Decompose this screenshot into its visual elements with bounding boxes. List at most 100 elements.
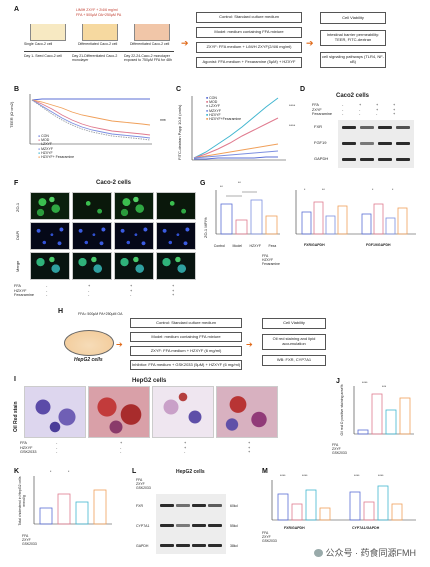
legend-item: ● HZXYF+ Fexaramine [38,155,75,160]
group-box-control: Control: Standard culture medium [196,12,302,23]
micrograph [72,222,112,250]
micrograph [156,252,196,280]
significance-marker: *** [382,385,387,389]
significance-marker: * [304,188,306,192]
legend-item: ● MOD [38,138,50,143]
western-blot-image [338,120,414,168]
teer-line-chart [29,94,152,145]
group-box-zxyf: ZXYF: FFA medium + HZXYF (6 mg/ml) [130,346,242,356]
watermark: 公众号 · 药食同源FMH [313,546,417,559]
significance-marker: **** [280,474,286,478]
panel-title: Caco-2 cells [96,180,132,186]
significance-marker: *** [160,119,166,125]
blot-title: Caco2 cells [336,93,370,99]
panel-label-a: A [14,6,20,13]
condition-row: HZXYF - - + + [14,288,175,293]
legend-item: ■ HZXYF [206,112,221,117]
output-box-oil-red: Oil red staining and lipid accumulation [262,334,326,350]
fitc-line-chart [191,96,286,161]
condition-row: FFA - + + + [14,284,175,288]
x-tick-label: Model [232,244,243,248]
condition-label: GSK2033 [136,486,151,491]
arrow-right-icon: ➔ [306,38,314,48]
output-box-viability: Cell Viability [262,318,326,329]
condition-label: Fexaramine [262,262,280,266]
significance-marker: * [68,470,70,474]
micrograph [114,192,154,220]
significance-marker: **** [302,474,308,478]
band-label-gapdh: GAPDH [314,156,329,161]
x-axis-labels: Control Model HZXYF Fexa [210,244,280,248]
significance-marker: * [372,188,374,192]
condition-row: FFA - + + + [20,441,251,445]
micrograph [114,222,154,250]
step-label-3: Differentiated Caco-2 cell [130,42,170,46]
band-label-gapdh: GAPDH [136,544,149,548]
condition-table: FFA - + + + HZXYF - - + + Fexaramine - - - + [14,284,174,298]
y-axis-label: Total cholesterol in HepG2 cells mmol/g [18,476,26,526]
blot-title: HepG2 cells [176,469,205,475]
condition-label: FFA [22,534,29,538]
panel-label-c: C [176,86,182,93]
day-label-3: Day 22-24-Caco-2 monolayer exposed to 75… [124,54,172,62]
condition-row-fexaramine: Fexaramine - - - + [312,112,396,117]
significance-marker: ** [238,181,241,185]
condition-table: FFA ZXYF GSK2033 [262,531,277,543]
zo1-bar-chart [215,190,280,235]
micrograph [156,192,196,220]
significance-marker: **** [354,474,360,478]
legend-item: ● LZXYF [38,142,53,147]
y-axis-label: Oil red O positive staining area% [340,384,344,436]
panel-label-m: M [262,468,268,475]
x-axis-label: FXR/GAPDH [304,243,325,247]
watermark-text: 公众号 · 药食同源FMH [325,548,417,558]
x-axis-label: FGF19/GAPDH [366,243,391,247]
fxr-cyp7a1-bar-chart [271,480,416,521]
panel-label-g: G [200,180,206,187]
band-label-fxr: FXR [314,124,322,129]
step-label-2: Differentiated Caco-2 cell [78,42,118,46]
condition-row-ffa: FFA - + + + [312,103,396,107]
arrow-right-icon: ➔ [246,340,253,349]
western-blot-image [156,494,226,554]
cholesterol-bar-chart [33,476,112,525]
x-tick-label: Control [213,244,226,248]
legend-item: ■ MZXYF [206,108,221,113]
fxr-fgf19-bar-chart [295,190,416,235]
condition-label: ZXYF [136,482,145,487]
x-axis-label: CYP7A1/GAPDH [352,526,380,530]
band-label-cyp7a1: CYP7A1 [136,524,150,528]
panel-title: HepG2 cells [132,378,167,384]
micrograph [72,252,112,280]
legend-item: ■ CON [206,96,217,100]
condition-table: FFA - + + + ZXYF - - + + Fexaramine - - - + [312,103,395,117]
condition-table: FFA ZXYF GSK2033 [332,443,347,455]
oil-red-micrograph [152,386,214,438]
legend-item: ● MZXYF [38,146,53,151]
transwell-well-3 [134,24,170,41]
significance-marker: **** [362,381,368,385]
fitc-legend: ■ CON ■ MOD ■ LZXYF ■ MZXYF ■ HZXYF ■ HZ… [206,96,241,121]
group-box-model: Model: medium containing FFA mixture [196,27,302,38]
condition-label: HZXYF [262,258,274,262]
condition-label: FFA [262,531,269,535]
output-box-signaling: cell signaling pathways (TLR4, NF-κB) [320,52,386,68]
panel-label-l: L [132,468,137,475]
condition-label: GSK2033 [262,539,277,543]
band-label-fxr: FXR [136,504,143,508]
cell-line-label: HepG2 cells [74,357,103,363]
condition-row: HZXYF - - + + [20,445,251,450]
micrograph [30,222,70,250]
condition-label: FFA [136,478,143,482]
row-label-oil-red: Oil Red stain [13,401,19,432]
significance-marker: **** [289,103,296,108]
micrograph [30,192,70,220]
condition-table: FFA HZXYF Fexaramine [262,254,280,266]
micrograph [156,222,196,250]
condition-label: GSK2033 [22,542,37,546]
arrow-right-icon: ➔ [181,38,189,48]
panel-label-i: I [14,376,16,383]
condition-label: FFA [262,254,269,258]
x-tick-label: Fexa [268,244,277,248]
legend-item: ● HZXYF [38,150,53,155]
